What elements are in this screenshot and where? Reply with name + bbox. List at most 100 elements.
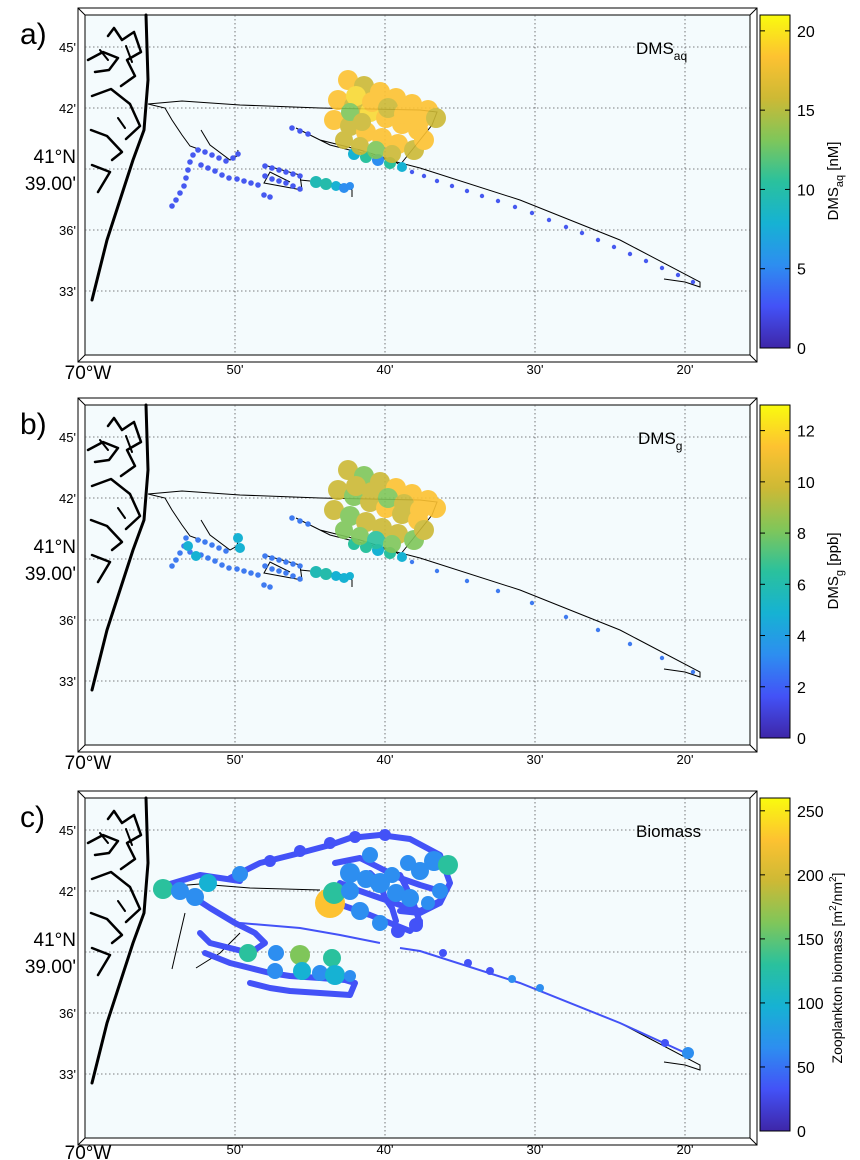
colorbar-tick-label: 8 xyxy=(797,526,806,543)
colorbar-tick-label: 2 xyxy=(797,680,806,697)
x-tick-label: 50' xyxy=(227,1142,244,1157)
y-tick-label: 39.00' xyxy=(25,564,76,585)
colorbar-ticks: 0 50 100 150 200 250 xyxy=(760,804,824,1141)
colorbar-title-mid: /nm xyxy=(829,882,845,905)
colorbar-title-sub: g xyxy=(834,570,846,576)
biomass-markers xyxy=(153,829,694,1059)
colorbar-tick-label: 10 xyxy=(797,475,815,492)
colorbar-title-main: DMS xyxy=(825,187,842,220)
colorbar-title-main: Zooplankton biomass [m xyxy=(829,911,845,1064)
map-frame xyxy=(77,397,758,753)
y-tick-label: 42' xyxy=(59,491,76,506)
colorbar-tick-label: 50 xyxy=(797,1060,815,1077)
x-tick-labels: 70°W 50' 40' 30' 20' xyxy=(65,752,694,774)
colorbar-ticks: 0 2 4 6 8 10 12 xyxy=(760,424,815,748)
y-tick-label: 33' xyxy=(59,1067,76,1082)
panel-letter: a) xyxy=(20,18,47,51)
colorbar-tick-label: 0 xyxy=(797,1124,806,1141)
x-tick-label: 50' xyxy=(227,362,244,377)
map-label-sub: g xyxy=(676,439,683,453)
graticule xyxy=(85,798,750,1138)
x-tick-label: 70°W xyxy=(65,1143,112,1160)
colorbar-ramp xyxy=(759,797,791,1132)
survey-patch xyxy=(324,460,446,553)
y-tick-label: 39.00' xyxy=(25,957,76,978)
colorbar-tick-label: 5 xyxy=(797,262,806,279)
y-tick-label: 36' xyxy=(59,1006,76,1021)
colorbar-tick-label: 4 xyxy=(797,629,806,646)
y-tick-label: 39.00' xyxy=(25,174,76,195)
y-tick-label: 33' xyxy=(59,284,76,299)
y-tick-labels: 45' 42' 41°N 39.00' 36' 33' xyxy=(25,430,76,689)
colorbar-tick-label: 20 xyxy=(797,24,815,41)
panel-a: a) DMSaq 70°W 50' 40' 30' 20' 45' 42' 41… xyxy=(20,7,846,384)
x-tick-label: 20' xyxy=(677,1142,694,1157)
colorbar-title-main: DMS xyxy=(825,576,842,609)
dot-track xyxy=(169,515,696,675)
map-label-sub: aq xyxy=(674,49,687,63)
colorbar-tick-label: 150 xyxy=(797,932,824,949)
map-frame xyxy=(77,790,758,1146)
colorbar-title: DMSaq [nM] xyxy=(825,142,846,221)
y-tick-label: 36' xyxy=(59,223,76,238)
survey-patch xyxy=(324,70,446,163)
coastline xyxy=(86,796,150,1085)
colorbar-title: DMSg [ppb] xyxy=(825,533,846,610)
dot-track xyxy=(169,125,696,285)
colorbar: 0 2 4 6 8 10 12 DMSg [ppb] xyxy=(759,404,846,748)
x-tick-label: 70°W xyxy=(65,753,112,774)
x-tick-label: 30' xyxy=(527,1142,544,1157)
colorbar-title-rest: [ppb] xyxy=(825,533,842,571)
colorbar-tick-label: 100 xyxy=(797,996,824,1013)
colorbar-tick-label: 0 xyxy=(797,731,806,748)
y-tick-label: 42' xyxy=(59,101,76,116)
colorbar-title-sup: 2 xyxy=(828,876,839,882)
colorbar-ramp xyxy=(759,14,791,349)
x-tick-labels: 70°W 50' 40' 30' 20' xyxy=(65,1142,694,1160)
map-background xyxy=(85,798,750,1138)
y-tick-label: 41°N xyxy=(34,147,76,168)
map-background xyxy=(85,15,750,355)
colorbar-tick-label: 0 xyxy=(797,341,806,358)
y-tick-label: 45' xyxy=(59,823,76,838)
colorbar: 0 5 10 15 20 DMSaq [nM] xyxy=(759,14,846,358)
colorbar-title: Zooplankton biomass [m2/nm2] xyxy=(828,873,845,1064)
y-tick-label: 45' xyxy=(59,40,76,55)
x-tick-label: 30' xyxy=(527,752,544,767)
y-tick-labels: 45' 42' 41°N 39.00' 36' 33' xyxy=(25,40,76,299)
x-tick-label: 20' xyxy=(677,752,694,767)
map-background xyxy=(85,405,750,745)
colorbar-tick-label: 200 xyxy=(797,868,824,885)
map-label-main: Biomass xyxy=(636,822,701,841)
x-tick-label: 40' xyxy=(377,1142,394,1157)
colorbar-tick-label: 15 xyxy=(797,103,815,120)
colorbar-title-rest: [nM] xyxy=(825,142,842,175)
colorbar-title-sup: 2 xyxy=(828,905,839,911)
x-tick-label: 70°W xyxy=(65,363,112,384)
colorbar-title-sub: aq xyxy=(834,175,846,187)
coastline xyxy=(86,403,150,692)
panel-letter: c) xyxy=(20,801,45,834)
map-variable-label: DMSg xyxy=(638,429,682,453)
biomass-track-thin xyxy=(239,922,691,1056)
colorbar-tick-label: 10 xyxy=(797,182,815,199)
map-variable-label: Biomass xyxy=(636,822,701,841)
coastline xyxy=(86,13,150,302)
x-tick-label: 20' xyxy=(677,362,694,377)
colorbar-tick-label: 250 xyxy=(797,804,824,821)
colorbar-tick-label: 12 xyxy=(797,424,815,441)
x-tick-label: 40' xyxy=(377,752,394,767)
x-tick-label: 50' xyxy=(227,752,244,767)
map-label-main: DMS xyxy=(636,39,674,58)
y-tick-label: 41°N xyxy=(34,930,76,951)
y-tick-labels: 45' 42' 41°N 39.00' 36' 33' xyxy=(25,823,76,1082)
y-tick-label: 41°N xyxy=(34,537,76,558)
x-tick-label: 40' xyxy=(377,362,394,377)
y-tick-label: 36' xyxy=(59,613,76,628)
map-frame xyxy=(77,7,758,363)
x-tick-labels: 70°W 50' 40' 30' 20' xyxy=(65,362,694,384)
panel-c: c) Biomass 70°W 50' 40' 30' 20' 45' 42' … xyxy=(20,790,845,1160)
colorbar-tick-label: 6 xyxy=(797,577,806,594)
